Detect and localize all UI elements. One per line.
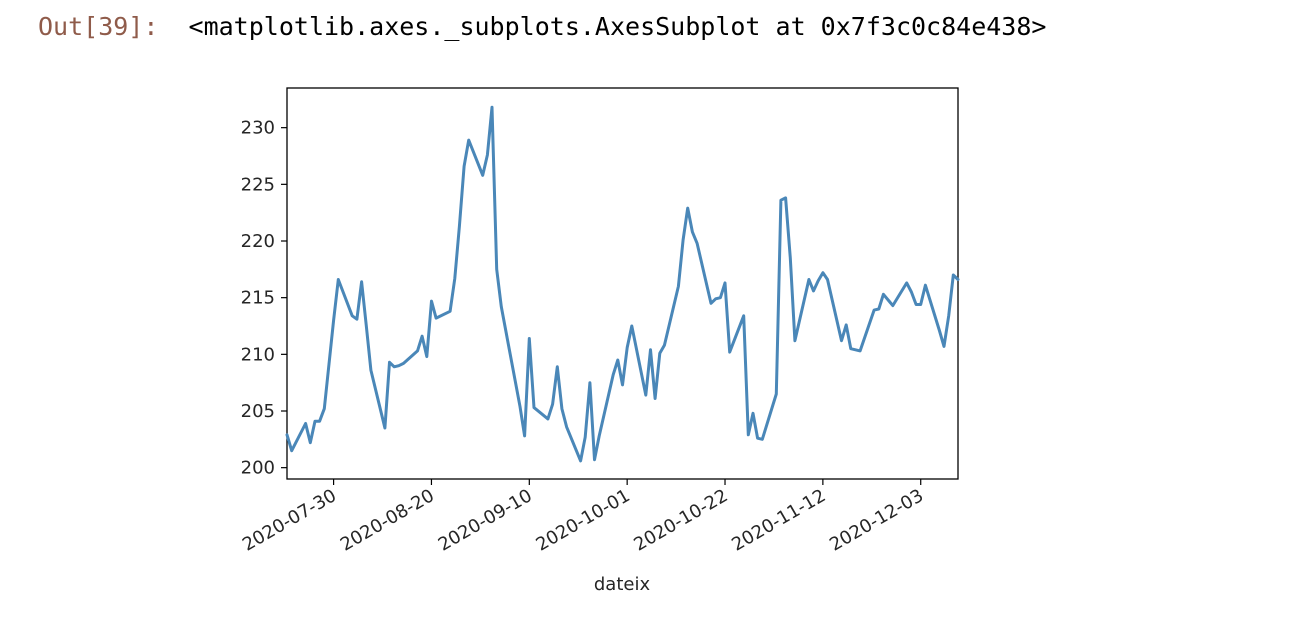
y-tick-label: 225 (241, 174, 275, 195)
x-tick-label: 2020-10-22 (630, 485, 731, 555)
x-tick-label: 2020-07-30 (239, 485, 340, 555)
y-axis: 200 205 210 215 220 225 230 (241, 118, 287, 479)
x-tick-label: 2020-08-20 (337, 485, 438, 555)
output-cell-line: Out[39]: <matplotlib.axes._subplots.Axes… (38, 12, 1046, 41)
x-axis: 2020-07-302020-08-202020-09-102020-10-01… (239, 479, 927, 556)
y-tick-label: 230 (241, 118, 275, 139)
output-repr-text: <matplotlib.axes._subplots.AxesSubplot a… (188, 12, 1047, 41)
y-tick-label: 215 (241, 288, 275, 309)
x-axis-label: dateix (594, 574, 651, 595)
y-tick-label: 205 (241, 401, 275, 422)
x-tick-label: 2020-11-12 (728, 485, 829, 555)
y-tick-label: 200 (241, 458, 275, 479)
x-tick-label: 2020-10-01 (533, 485, 634, 555)
x-tick-label: 2020-12-03 (826, 485, 927, 555)
x-tick-label: 2020-09-10 (435, 485, 536, 555)
y-tick-label: 210 (241, 344, 275, 365)
output-prompt: Out[39]: (38, 12, 159, 41)
y-tick-label: 220 (241, 231, 275, 252)
series-line (285, 105, 960, 463)
plot-area-frame (286, 87, 959, 480)
